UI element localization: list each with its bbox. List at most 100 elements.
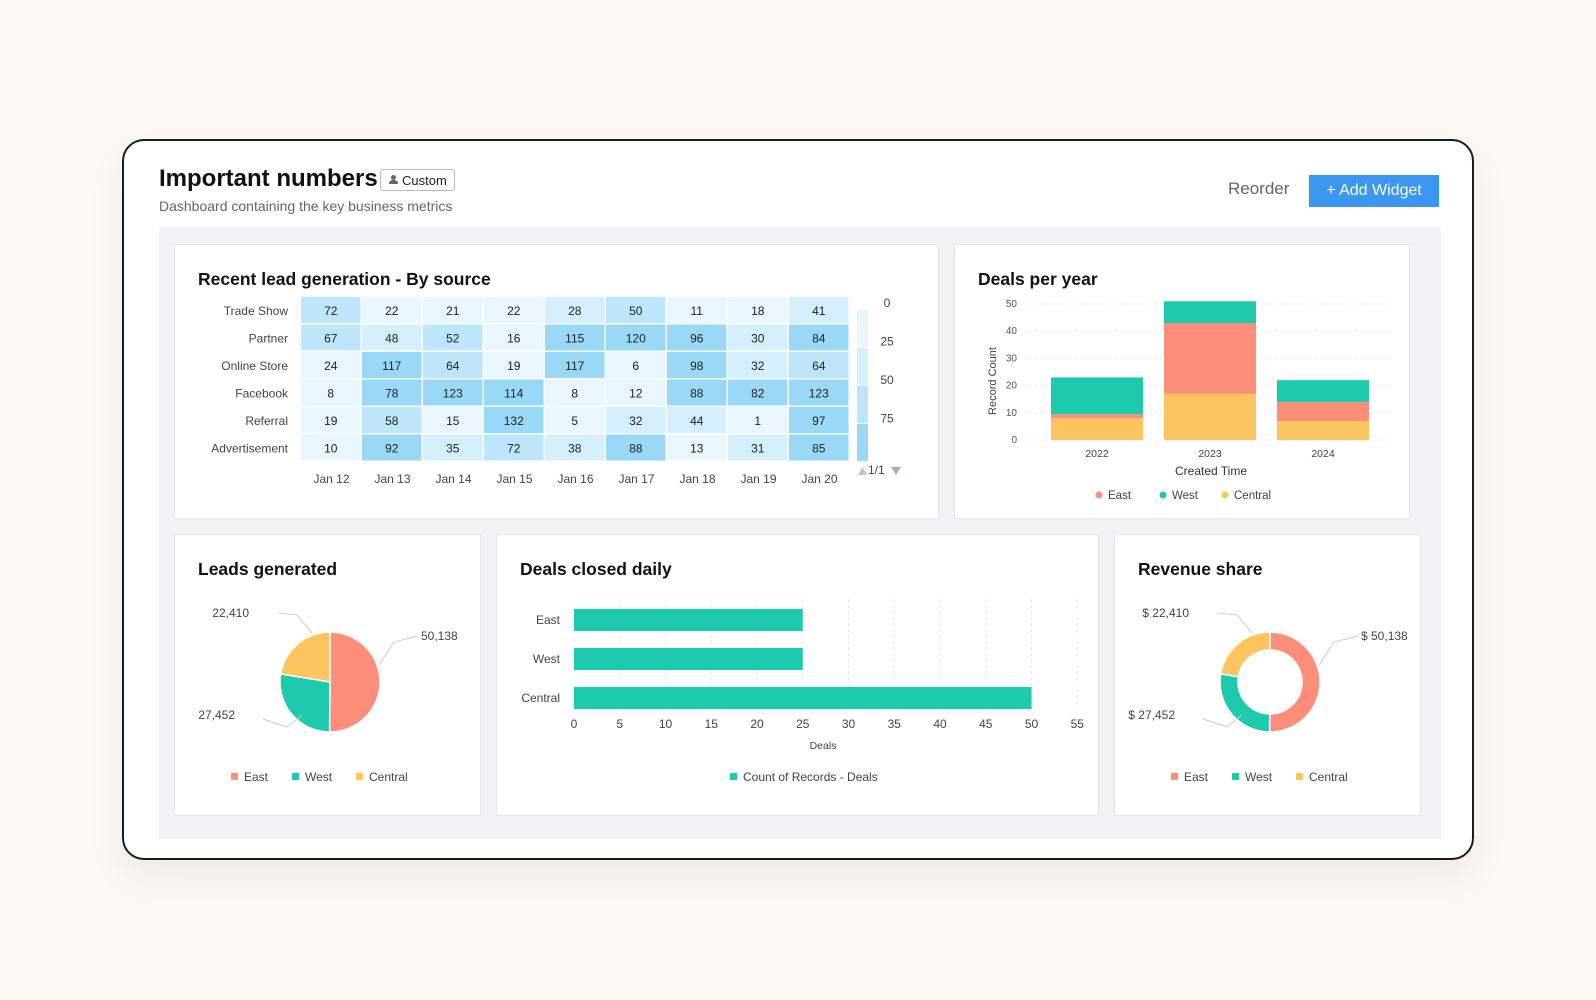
- heatmap-cell[interactable]: [484, 297, 544, 323]
- widget-deals-closed-daily[interactable]: Deals closed daily 0 5 10 15 20 25 30 35 40 45 50 5…: [496, 534, 1099, 816]
- heatmap-cell[interactable]: [423, 352, 483, 378]
- pie-slice[interactable]: [279, 673, 331, 733]
- legend-marker: [356, 773, 363, 780]
- heatmap-cell[interactable]: [789, 324, 849, 351]
- heatmap-cell[interactable]: [545, 434, 605, 461]
- heatmap-cell[interactable]: [484, 324, 544, 351]
- widget-deals-per-year[interactable]: Deals per year 0 10 20 30 40 50 Record Count 20…: [954, 244, 1410, 519]
- hbar[interactable]: [574, 609, 803, 631]
- heatmap-cell[interactable]: [728, 297, 788, 323]
- heatmap-cell-value: 41: [812, 304, 826, 318]
- add-widget-button[interactable]: + Add Widget: [1309, 175, 1439, 207]
- heatmap-cell[interactable]: [423, 297, 483, 323]
- stacked-bar-segment[interactable]: [1051, 377, 1143, 415]
- donut-slice[interactable]: [1219, 673, 1271, 733]
- stacked-bar-segment[interactable]: [1164, 393, 1256, 440]
- heatmap-cell[interactable]: [545, 407, 605, 433]
- heatmap-cell[interactable]: [606, 379, 666, 406]
- x-axis-label: Deals: [810, 740, 837, 752]
- heatmap-cell[interactable]: [423, 324, 483, 351]
- heatmap-cell[interactable]: [728, 434, 788, 461]
- pie-slice[interactable]: [279, 631, 331, 683]
- heatmap-cell[interactable]: [362, 352, 422, 378]
- y-tick-label: 30: [1006, 353, 1018, 364]
- y-tick-label: 50: [1006, 299, 1018, 310]
- heatmap-cell-value: 35: [446, 441, 460, 455]
- heatmap-cell[interactable]: [484, 379, 544, 406]
- heatmap-cell[interactable]: [423, 434, 483, 461]
- heatmap-cell[interactable]: [667, 324, 727, 351]
- heatmap-cell[interactable]: [423, 379, 483, 406]
- stacked-bar-segment[interactable]: [1277, 420, 1369, 440]
- heatmap-cell[interactable]: [423, 407, 483, 433]
- heatmap-cell[interactable]: [789, 352, 849, 378]
- heatmap-cell[interactable]: [667, 407, 727, 433]
- heatmap-cell[interactable]: [362, 297, 422, 323]
- heatmap-cell[interactable]: [545, 352, 605, 378]
- legend-marker: [1296, 773, 1303, 780]
- heatmap-cell[interactable]: [301, 407, 361, 433]
- heatmap-cell[interactable]: [667, 379, 727, 406]
- donut-slice[interactable]: [1268, 631, 1321, 733]
- heatmap-cell[interactable]: [728, 407, 788, 433]
- pie-slice[interactable]: [328, 631, 381, 733]
- heatmap-cell-value: 120: [626, 331, 646, 345]
- pager-up-icon[interactable]: [858, 467, 867, 475]
- heatmap-cell[interactable]: [606, 297, 666, 323]
- pager-down-icon[interactable]: [891, 467, 901, 475]
- widget-lead-generation[interactable]: Recent lead generation - By source Trade…: [174, 244, 939, 519]
- stacked-bar-segment[interactable]: [1164, 301, 1256, 324]
- heatmap-cell[interactable]: [789, 297, 849, 323]
- heatmap-cell[interactable]: [301, 379, 361, 406]
- legend-label: East: [1108, 490, 1132, 502]
- heatmap-cell[interactable]: [484, 352, 544, 378]
- stacked-bar-segment[interactable]: [1051, 418, 1143, 440]
- stacked-bar-segment[interactable]: [1051, 414, 1143, 419]
- heatmap-cell[interactable]: [728, 352, 788, 378]
- heatmap-column-label: Jan 19: [740, 472, 776, 486]
- stacked-bar-segment[interactable]: [1164, 323, 1256, 394]
- heatmap-cell-value: 6: [632, 359, 639, 373]
- heatmap-row-label: Online Store: [221, 359, 288, 373]
- heatmap-cell[interactable]: [301, 352, 361, 378]
- widget-revenue-share[interactable]: Revenue share $ 22,410 $ 50,138 $ 27,452 Ea…: [1114, 534, 1421, 816]
- heatmap-cell-value: 72: [324, 304, 338, 318]
- reorder-button[interactable]: Reorder: [1228, 179, 1290, 198]
- widget-leads-generated[interactable]: Leads generated 22,410 50,138 27,452 East We…: [174, 534, 481, 816]
- heatmap-cell[interactable]: [728, 324, 788, 351]
- x-tick-label: 10: [659, 717, 673, 731]
- heatmap-cell-value: 8: [327, 386, 334, 400]
- heatmap-cell[interactable]: [545, 297, 605, 323]
- heatmap-cell[interactable]: [606, 434, 666, 461]
- heatmap-cell-value: 64: [812, 359, 826, 373]
- heatmap-column-label: Jan 13: [374, 472, 410, 486]
- heatmap-cell[interactable]: [728, 379, 788, 406]
- heatmap-cell[interactable]: [545, 324, 605, 351]
- heatmap-cell[interactable]: [362, 324, 422, 351]
- heatmap-cell-value: 24: [324, 359, 338, 373]
- heatmap-cell[interactable]: [606, 324, 666, 351]
- heatmap-cell[interactable]: [301, 324, 361, 351]
- heatmap-cell[interactable]: [789, 379, 849, 406]
- heatmap-cell[interactable]: [789, 434, 849, 461]
- heatmap-cell[interactable]: [789, 407, 849, 433]
- heatmap-cell[interactable]: [362, 407, 422, 433]
- heatmap-cell-value: 78: [385, 386, 399, 400]
- heatmap-cell[interactable]: [606, 352, 666, 378]
- donut-slice[interactable]: [1219, 631, 1271, 678]
- stacked-bar-segment[interactable]: [1277, 380, 1369, 402]
- heatmap-cell[interactable]: [667, 352, 727, 378]
- stacked-bar-segment[interactable]: [1277, 401, 1369, 421]
- heatmap-cell[interactable]: [301, 297, 361, 323]
- heatmap-cell[interactable]: [301, 434, 361, 461]
- heatmap-cell[interactable]: [667, 297, 727, 323]
- heatmap-cell[interactable]: [545, 379, 605, 406]
- heatmap-cell[interactable]: [484, 434, 544, 461]
- heatmap-cell[interactable]: [606, 407, 666, 433]
- heatmap-cell[interactable]: [362, 434, 422, 461]
- heatmap-cell[interactable]: [667, 434, 727, 461]
- hbar[interactable]: [574, 687, 1032, 709]
- heatmap-cell[interactable]: [484, 407, 544, 433]
- hbar[interactable]: [574, 648, 803, 670]
- heatmap-cell[interactable]: [362, 379, 422, 406]
